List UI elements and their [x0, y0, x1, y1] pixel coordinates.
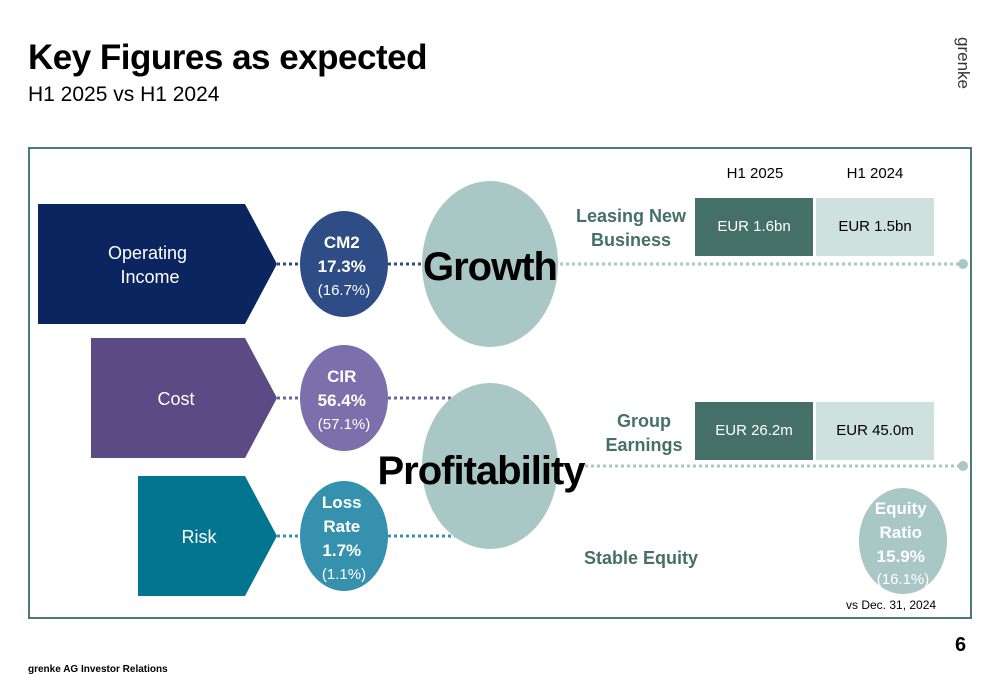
value-earnings-prior: EUR 45.0m [816, 402, 934, 460]
value-leasing-prior: EUR 1.5bn [816, 198, 934, 256]
page-subtitle: H1 2025 vs H1 2024 [28, 83, 220, 106]
equity-ratio-text: Equity Ratio 15.9% (16.1%) [875, 499, 931, 588]
column-header-prior: H1 2024 [846, 165, 904, 182]
value-leasing-current: EUR 1.6bn [695, 198, 813, 256]
theme-label-profitability: Profitability [377, 449, 586, 493]
key-figures-frame [28, 147, 972, 619]
connector-end-dot-growth [958, 259, 968, 269]
driver-label-operating-income: Operating Income [108, 243, 192, 287]
kpi-circle-cm2 [300, 211, 388, 317]
kpi-text-cm2: CM2 17.3% (16.7%) [318, 233, 371, 299]
grenke-logo: grenke [954, 37, 973, 89]
column-header-current: H1 2025 [726, 165, 784, 182]
kpi-circle-cir [300, 345, 388, 451]
row-label-leasing-new-business: Leasing New Business [575, 206, 687, 250]
driver-arrow-operating-income [38, 204, 277, 324]
kpi-text-loss-rate: Loss Rate 1.7% (1.1%) [322, 493, 366, 583]
theme-label-growth: Growth [423, 245, 557, 289]
theme-circle-growth [422, 181, 558, 347]
driver-arrow-risk [138, 476, 277, 596]
page-title: Key Figures as expected [28, 38, 427, 77]
theme-circle-profitability [422, 383, 558, 549]
kpi-text-cir: CIR 56.4% (57.1%) [318, 367, 371, 433]
equity-ratio-circle [859, 488, 947, 594]
row-label-group-earnings: Group Earnings [605, 411, 683, 455]
stable-equity-label: Stable Equity [583, 548, 699, 568]
page-number: 6 [955, 634, 967, 656]
connector-end-dot-profit [958, 461, 968, 471]
driver-label-cost: Cost [157, 389, 194, 409]
footer-text: grenke AG Investor Relations [28, 664, 168, 675]
logo-text: grenke [954, 37, 973, 89]
connectors [277, 262, 960, 538]
driver-arrow-cost [91, 338, 277, 458]
equity-comparison-note: vs Dec. 31, 2024 [846, 598, 937, 612]
value-earnings-current: EUR 26.2m [695, 402, 813, 460]
kpi-circle-loss-rate [300, 481, 388, 591]
driver-label-risk: Risk [182, 527, 218, 547]
